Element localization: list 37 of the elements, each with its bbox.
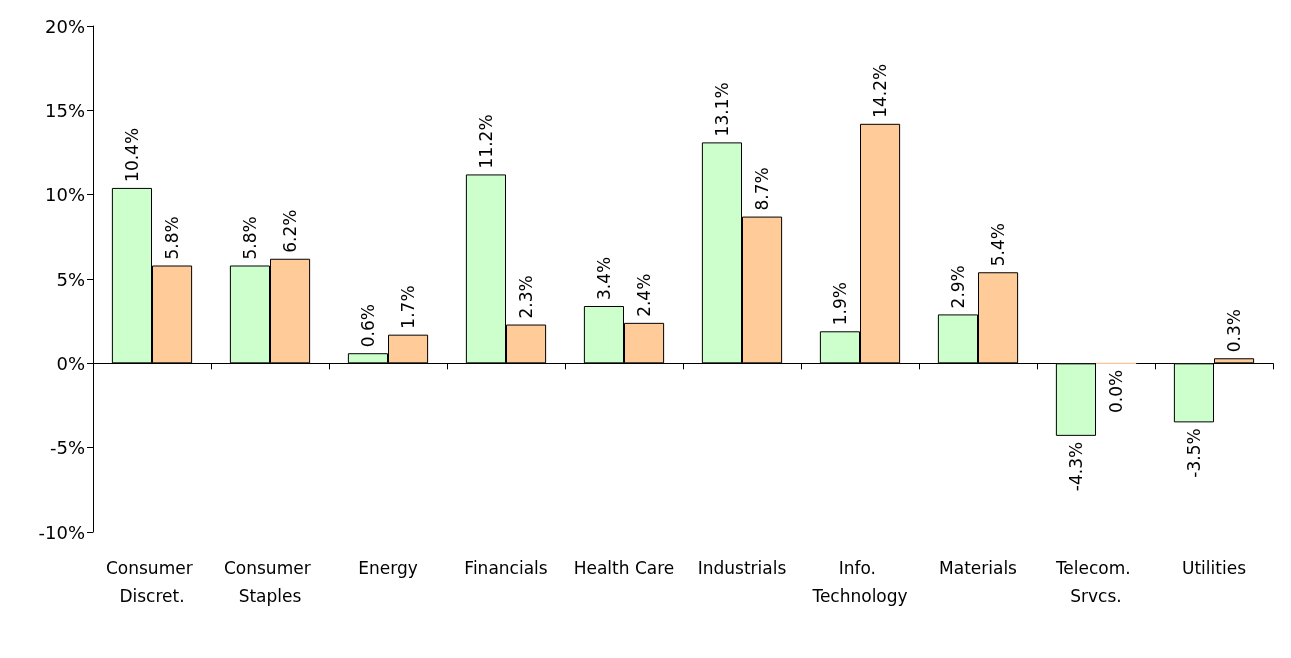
- data-label: 10.4%: [121, 127, 142, 182]
- data-label: -3.5%: [1183, 428, 1204, 478]
- data-label: 14.2%: [870, 63, 891, 118]
- data-label: 2.9%: [947, 265, 968, 309]
- data-label: 6.2%: [280, 209, 301, 253]
- data-label: 2.3%: [516, 275, 537, 319]
- data-label: 1.7%: [398, 285, 419, 329]
- x-tick-label: Consumer Staples: [223, 558, 317, 606]
- y-tick-label: 10%: [44, 184, 85, 206]
- data-label: 0.6%: [357, 304, 378, 348]
- x-tick-label: Energy: [358, 558, 418, 578]
- y-tick-label: 15%: [44, 99, 85, 121]
- data-label: 0.0%: [1106, 369, 1127, 414]
- data-label: 3.4%: [593, 256, 614, 300]
- x-tick-label: Telecom. Srvcs.: [1054, 558, 1137, 606]
- y-tick-label: 20%: [44, 15, 85, 37]
- data-label: 5.4%: [988, 223, 1009, 267]
- data-label: -4.3%: [1065, 441, 1086, 492]
- data-label: 2.4%: [634, 273, 655, 317]
- data-label: 5.8%: [162, 216, 183, 260]
- y-tick-label: -10%: [38, 521, 85, 543]
- data-label: 1.9%: [829, 282, 850, 326]
- data-label: 13.1%: [711, 82, 732, 137]
- y-tick-label: -5%: [49, 437, 85, 459]
- data-label: 11.2%: [475, 114, 496, 169]
- x-tick-label: Info. Technology: [811, 558, 908, 606]
- data-label: 0.3%: [1224, 309, 1245, 353]
- x-tick-label: Utilities: [1182, 558, 1247, 578]
- x-tick-label: Consumer Discret.: [105, 558, 199, 606]
- data-label: 8.7%: [752, 167, 773, 211]
- data-label: 5.8%: [239, 216, 260, 260]
- x-tick-label: Materials: [939, 558, 1018, 578]
- y-tick-label: 5%: [56, 268, 85, 290]
- x-tick-label: Financials: [464, 558, 548, 578]
- x-tick-label: Health Care: [573, 558, 675, 578]
- x-tick-label: Industrials: [697, 558, 787, 578]
- y-tick-label: 0%: [56, 352, 85, 374]
